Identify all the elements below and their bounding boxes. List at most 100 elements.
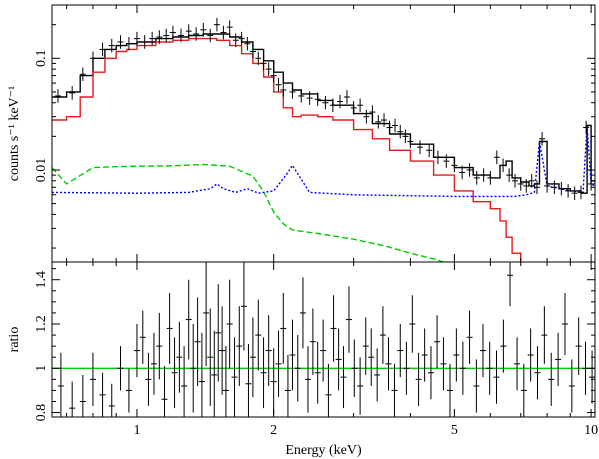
data-point xyxy=(588,177,595,191)
ratio-point xyxy=(534,346,541,400)
ratio-point xyxy=(466,310,473,364)
ratio-point xyxy=(89,352,96,406)
ratio-point xyxy=(527,328,534,382)
ratio-point xyxy=(427,346,434,400)
ratio-point xyxy=(270,348,277,415)
data-point xyxy=(117,35,124,49)
ratio-point xyxy=(561,293,568,355)
ratio-point xyxy=(161,366,168,417)
ratio-point xyxy=(198,332,205,417)
ratio-point xyxy=(514,337,521,391)
ratio-panel: 0.8 1 1.2 1.4 1 2 5 10 ratio Energy (keV) xyxy=(7,261,598,458)
y-tick-label: 1.2 xyxy=(34,315,49,333)
ratio-point xyxy=(171,337,178,409)
data-point xyxy=(551,180,558,195)
red-component-line xyxy=(52,37,522,262)
ratio-point xyxy=(211,330,218,417)
ratio-point xyxy=(403,341,410,395)
ratio-point xyxy=(325,363,332,417)
data-point xyxy=(163,28,170,43)
ratio-point xyxy=(575,317,582,375)
ratio-point xyxy=(236,306,243,386)
data-point xyxy=(289,85,296,99)
data-point xyxy=(249,44,256,59)
ratio-point xyxy=(351,339,358,398)
ratio-point xyxy=(255,299,262,371)
data-points-group xyxy=(54,17,595,200)
data-point xyxy=(108,38,115,53)
data-point xyxy=(487,171,494,185)
data-point xyxy=(169,25,176,40)
ratio-panel-frame xyxy=(51,261,596,418)
data-point xyxy=(533,180,540,195)
ratio-point xyxy=(289,319,296,391)
ratio-point xyxy=(320,319,327,382)
data-point xyxy=(528,174,535,188)
data-point xyxy=(517,177,524,191)
ratio-point xyxy=(145,352,152,406)
x-tick-label: 2 xyxy=(270,423,277,438)
data-point xyxy=(177,28,184,43)
total-model-line xyxy=(52,33,595,194)
data-point xyxy=(149,31,156,46)
ratio-point xyxy=(446,363,453,417)
data-point xyxy=(185,24,192,38)
ratio-point xyxy=(555,332,562,386)
data-point xyxy=(459,165,466,180)
ratio-point xyxy=(379,306,386,364)
ratio-point xyxy=(117,346,124,391)
spectrum-axis-ticks: 0.01 0.1 xyxy=(34,5,595,262)
ratio-point xyxy=(139,310,146,364)
ratio-point xyxy=(194,297,201,386)
ratio-point xyxy=(304,346,311,413)
ratio-point xyxy=(421,328,428,382)
data-point xyxy=(280,83,287,97)
model-series-group xyxy=(52,33,595,262)
ratio-point xyxy=(203,262,210,367)
data-point xyxy=(133,31,140,46)
data-point xyxy=(270,68,277,83)
ratio-point xyxy=(440,337,447,391)
data-point xyxy=(306,91,313,105)
data-point xyxy=(375,115,382,129)
ratio-point xyxy=(453,328,460,382)
ratio-point xyxy=(520,363,527,417)
ratio-point xyxy=(374,348,381,402)
data-point xyxy=(369,105,376,119)
ratio-point xyxy=(150,332,157,395)
data-point xyxy=(244,36,251,51)
data-point xyxy=(193,27,200,41)
data-point xyxy=(500,158,507,173)
ratio-point xyxy=(473,359,480,413)
data-point xyxy=(473,171,480,185)
data-point xyxy=(451,158,458,173)
ratio-point xyxy=(589,350,595,404)
ratio-point xyxy=(166,293,173,364)
ratio-point xyxy=(493,350,500,404)
data-point xyxy=(434,150,441,165)
ratio-point xyxy=(156,312,163,380)
data-point xyxy=(125,36,132,51)
ratio-point xyxy=(245,343,252,417)
ratio-point xyxy=(69,381,76,417)
data-point xyxy=(539,132,546,146)
ratio-point xyxy=(479,324,486,378)
data-point xyxy=(392,118,399,133)
ratio-point xyxy=(391,363,398,417)
ratio-point xyxy=(362,317,369,375)
data-point xyxy=(298,89,305,103)
ratio-point xyxy=(222,346,229,417)
ratio-points-group xyxy=(57,262,595,417)
data-point xyxy=(322,95,329,110)
y-tick-label: 0.8 xyxy=(34,404,49,422)
data-point xyxy=(350,101,357,115)
data-point xyxy=(407,134,414,149)
data-point xyxy=(512,174,519,188)
data-point xyxy=(265,62,272,76)
ratio-point xyxy=(385,337,392,391)
ratio-point xyxy=(541,306,548,364)
ratio-point xyxy=(335,328,342,391)
data-point xyxy=(558,181,565,196)
data-point xyxy=(89,51,96,66)
